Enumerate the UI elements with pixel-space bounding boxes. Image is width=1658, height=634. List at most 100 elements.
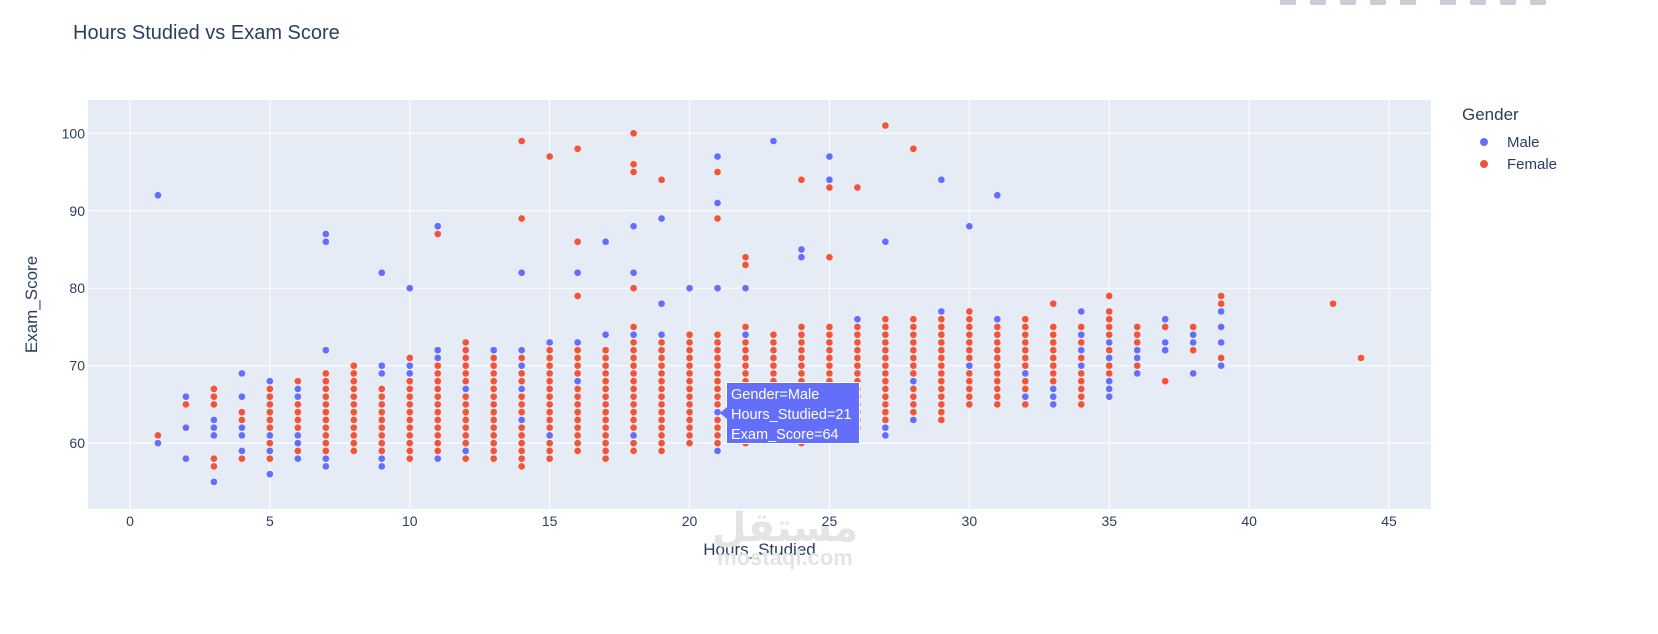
point-male[interactable]	[1133, 346, 1142, 355]
point-female[interactable]	[405, 431, 414, 440]
point-female[interactable]	[601, 400, 610, 409]
point-female[interactable]	[601, 392, 610, 401]
point-male[interactable]	[238, 369, 246, 378]
point-female[interactable]	[601, 346, 610, 355]
point-female[interactable]	[909, 400, 918, 409]
point-female[interactable]	[1357, 354, 1365, 362]
point-female[interactable]	[266, 408, 274, 417]
lasso-select-icon[interactable]	[1400, 0, 1416, 5]
point-female[interactable]	[517, 439, 526, 448]
point-female[interactable]	[461, 361, 470, 370]
point-female[interactable]	[1217, 292, 1226, 300]
point-female[interactable]	[629, 338, 638, 347]
point-female[interactable]	[629, 346, 638, 355]
autoscale-icon[interactable]	[1500, 0, 1516, 5]
point-female[interactable]	[853, 361, 862, 370]
point-female[interactable]	[349, 361, 358, 370]
point-female[interactable]	[629, 408, 638, 417]
point-female[interactable]	[657, 385, 666, 393]
point-female[interactable]	[601, 377, 610, 386]
point-female[interactable]	[405, 408, 414, 417]
point-female[interactable]	[881, 315, 890, 324]
point-female[interactable]	[489, 369, 498, 378]
point-female[interactable]	[433, 377, 442, 386]
point-male[interactable]	[825, 152, 834, 161]
point-female[interactable]	[321, 431, 330, 440]
point-female[interactable]	[881, 408, 890, 417]
point-female[interactable]	[210, 392, 218, 401]
point-female[interactable]	[601, 369, 610, 378]
point-female[interactable]	[797, 330, 806, 339]
point-female[interactable]	[825, 369, 834, 378]
point-female[interactable]	[741, 261, 750, 269]
point-female[interactable]	[713, 423, 722, 432]
point-female[interactable]	[266, 439, 274, 448]
point-female[interactable]	[433, 392, 442, 401]
point-male[interactable]	[377, 369, 386, 378]
point-female[interactable]	[321, 423, 330, 432]
point-female[interactable]	[937, 400, 946, 409]
point-male[interactable]	[517, 268, 526, 277]
point-female[interactable]	[713, 330, 722, 339]
point-male[interactable]	[1021, 369, 1030, 378]
point-female[interactable]	[1105, 323, 1114, 331]
point-female[interactable]	[853, 369, 862, 378]
point-female[interactable]	[713, 214, 722, 223]
point-male[interactable]	[1105, 354, 1114, 362]
point-female[interactable]	[1077, 400, 1086, 409]
point-female[interactable]	[909, 315, 918, 324]
point-female[interactable]	[1077, 338, 1086, 347]
point-female[interactable]	[377, 423, 386, 432]
point-female[interactable]	[713, 369, 722, 378]
point-male[interactable]	[713, 152, 722, 161]
point-female[interactable]	[433, 361, 442, 370]
point-female[interactable]	[377, 385, 386, 393]
point-female[interactable]	[545, 377, 554, 386]
point-male[interactable]	[154, 439, 162, 448]
point-female[interactable]	[1021, 315, 1030, 324]
point-female[interactable]	[881, 377, 890, 386]
point-female[interactable]	[1105, 369, 1114, 378]
point-male[interactable]	[965, 222, 974, 231]
point-male[interactable]	[433, 454, 442, 463]
point-female[interactable]	[461, 423, 470, 432]
point-female[interactable]	[965, 400, 974, 409]
point-female[interactable]	[293, 447, 302, 455]
point-female[interactable]	[965, 346, 974, 355]
point-female[interactable]	[1049, 299, 1058, 308]
point-male[interactable]	[769, 137, 778, 145]
point-female[interactable]	[349, 369, 358, 378]
point-female[interactable]	[685, 361, 694, 370]
point-female[interactable]	[685, 385, 694, 393]
point-female[interactable]	[489, 361, 498, 370]
point-female[interactable]	[1329, 299, 1337, 308]
point-female[interactable]	[1161, 323, 1170, 331]
point-female[interactable]	[629, 129, 638, 138]
point-female[interactable]	[993, 361, 1002, 370]
point-female[interactable]	[965, 330, 974, 339]
point-female[interactable]	[769, 361, 778, 370]
point-female[interactable]	[573, 292, 582, 300]
point-female[interactable]	[685, 431, 694, 440]
point-female[interactable]	[881, 400, 890, 409]
point-male[interactable]	[321, 237, 330, 246]
point-female[interactable]	[266, 423, 274, 432]
point-female[interactable]	[1021, 361, 1030, 370]
point-female[interactable]	[629, 168, 638, 176]
point-female[interactable]	[1217, 299, 1226, 308]
point-male[interactable]	[1217, 307, 1226, 316]
point-female[interactable]	[433, 439, 442, 448]
point-male[interactable]	[1077, 307, 1086, 316]
point-male[interactable]	[266, 377, 274, 386]
point-male[interactable]	[1161, 315, 1170, 324]
point-female[interactable]	[573, 392, 582, 401]
point-female[interactable]	[909, 144, 918, 153]
point-female[interactable]	[881, 323, 890, 331]
point-male[interactable]	[405, 284, 414, 293]
point-male[interactable]	[993, 191, 1002, 200]
point-male[interactable]	[517, 346, 526, 355]
point-female[interactable]	[657, 400, 666, 409]
point-female[interactable]	[293, 377, 302, 386]
point-female[interactable]	[657, 392, 666, 401]
point-female[interactable]	[1021, 323, 1030, 331]
